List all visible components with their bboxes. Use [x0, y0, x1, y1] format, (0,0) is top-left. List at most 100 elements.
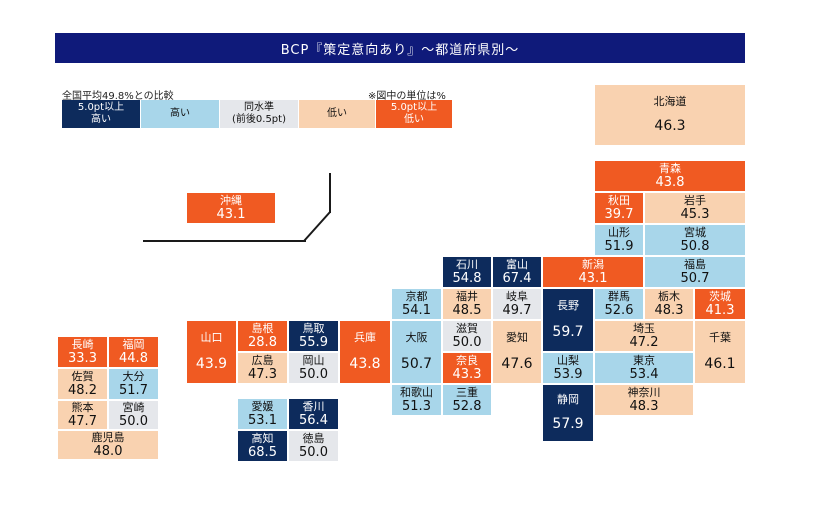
prefecture-name: 新潟 — [582, 258, 604, 271]
okinawa-divider-horizontal — [143, 240, 306, 242]
prefecture-value: 51.9 — [604, 239, 634, 254]
prefecture-tile: 鹿児島 48.0 — [57, 430, 159, 460]
prefecture-value: 48.3 — [629, 399, 659, 414]
prefecture-name: 大分 — [122, 370, 145, 383]
prefecture-name: 熊本 — [71, 401, 94, 414]
prefecture-tile: 高知 68.5 — [237, 430, 288, 462]
prefecture-value: 39.7 — [604, 207, 634, 222]
prefecture-tile: 栃木 48.3 — [644, 288, 694, 320]
prefecture-tile: 広島 47.3 — [237, 352, 288, 384]
prefecture-tile: 岩手 45.3 — [644, 192, 746, 224]
chart-title: BCP『策定意向あり』〜都道府県別〜 — [55, 33, 745, 63]
prefecture-tile: 熊本 47.7 — [57, 400, 108, 430]
prefecture-value: 67.4 — [502, 271, 532, 286]
prefecture-name: 富山 — [506, 258, 528, 271]
prefecture-tile: 岡山 50.0 — [288, 352, 339, 384]
prefecture-value: 46.1 — [704, 355, 736, 372]
prefecture-name: 宮城 — [684, 226, 706, 239]
prefecture-value: 48.0 — [93, 444, 123, 459]
prefecture-value: 41.3 — [705, 303, 735, 318]
prefecture-name: 北海道 — [653, 94, 687, 108]
prefecture-value: 68.5 — [248, 445, 277, 460]
legend-caption: 全国平均49.8%との比較 — [62, 91, 174, 102]
prefecture-value: 43.8 — [655, 175, 685, 190]
prefecture-name: 群馬 — [608, 290, 630, 303]
prefecture-name: 長野 — [557, 299, 579, 313]
prefecture-tile: 奈良 43.3 — [442, 352, 492, 384]
prefecture-tile: 静岡 57.9 — [542, 384, 594, 442]
prefecture-name: 広島 — [251, 354, 274, 367]
prefecture-tile: 香川 56.4 — [288, 398, 339, 430]
prefecture-name: 岐阜 — [506, 290, 528, 303]
prefecture-name: 福島 — [684, 258, 706, 271]
prefecture-value: 50.7 — [680, 271, 710, 286]
prefecture-value: 49.7 — [502, 303, 532, 318]
prefecture-name: 福岡 — [122, 338, 145, 351]
prefecture-tile: 群馬 52.6 — [594, 288, 644, 320]
prefecture-value: 50.8 — [680, 239, 710, 254]
prefecture-name: 栃木 — [658, 290, 680, 303]
prefecture-name: 和歌山 — [400, 386, 433, 399]
prefecture-tile: 山形 51.9 — [594, 224, 644, 256]
prefecture-value: 50.0 — [299, 367, 328, 382]
prefecture-value: 48.2 — [68, 383, 97, 398]
prefecture-tile: 茨城 41.3 — [694, 288, 746, 320]
prefecture-value: 48.5 — [452, 303, 482, 318]
prefecture-value: 50.0 — [299, 445, 328, 460]
prefecture-tile: 鳥取 55.9 — [288, 320, 339, 352]
prefecture-tile: 石川 54.8 — [442, 256, 492, 288]
prefecture-value: 46.3 — [654, 118, 686, 135]
prefecture-tile: 滋賀 50.0 — [442, 320, 492, 352]
prefecture-value: 47.3 — [248, 367, 277, 382]
prefecture-value: 44.8 — [119, 351, 148, 366]
prefecture-tile: 秋田 39.7 — [594, 192, 644, 224]
prefecture-tile: 長崎 33.3 — [57, 336, 108, 368]
prefecture-name: 長崎 — [71, 338, 94, 351]
legend-item: 高い — [141, 100, 219, 128]
prefecture-value: 43.8 — [349, 355, 381, 372]
prefecture-tile: 沖縄 43.1 — [186, 192, 276, 224]
prefecture-tile: 千葉 46.1 — [694, 320, 746, 384]
prefecture-tile: 東京 53.4 — [594, 352, 694, 384]
prefecture-tile: 福岡 44.8 — [108, 336, 159, 368]
prefecture-name: 茨城 — [709, 290, 731, 303]
prefecture-value: 48.3 — [654, 303, 684, 318]
prefecture-tile: 京都 54.1 — [391, 288, 442, 320]
prefecture-tile: 愛媛 53.1 — [237, 398, 288, 430]
prefecture-tile: 山梨 53.9 — [542, 352, 594, 384]
prefecture-name: 愛知 — [506, 331, 528, 345]
prefecture-name: 神奈川 — [627, 386, 661, 399]
prefecture-name: 京都 — [405, 290, 428, 303]
prefecture-tile: 和歌山 51.3 — [391, 384, 442, 416]
prefecture-name: 佐賀 — [71, 370, 94, 383]
prefecture-tile: 岐阜 49.7 — [492, 288, 542, 320]
prefecture-value: 28.8 — [248, 335, 277, 350]
prefecture-name: 秋田 — [608, 194, 630, 207]
prefecture-value: 50.7 — [400, 355, 433, 372]
prefecture-value: 59.7 — [552, 323, 584, 340]
okinawa-divider-vertical — [329, 173, 331, 213]
prefecture-name: 三重 — [456, 386, 478, 399]
prefecture-value: 55.9 — [299, 335, 328, 350]
prefecture-name: 山梨 — [557, 354, 579, 367]
prefecture-value: 43.9 — [195, 355, 228, 372]
prefecture-value: 53.1 — [248, 413, 277, 428]
prefecture-name: 山形 — [608, 226, 630, 239]
prefecture-name: 岡山 — [302, 354, 325, 367]
prefecture-value: 54.8 — [452, 271, 482, 286]
prefecture-tile: 兵庫 43.8 — [339, 320, 391, 384]
prefecture-name: 島根 — [251, 322, 274, 335]
prefecture-value: 57.9 — [552, 415, 584, 432]
prefecture-value: 51.3 — [402, 399, 431, 414]
prefecture-tile: 大分 51.7 — [108, 368, 159, 400]
prefecture-name: 滋賀 — [456, 322, 478, 335]
prefecture-tile: 埼玉 47.2 — [594, 320, 694, 352]
prefecture-tile: 三重 52.8 — [442, 384, 492, 416]
prefecture-tile: 大阪 50.7 — [391, 320, 442, 384]
prefecture-name: 埼玉 — [633, 322, 655, 335]
prefecture-tile: 宮崎 50.0 — [108, 400, 159, 430]
prefecture-name: 奈良 — [456, 354, 478, 367]
prefecture-value: 50.0 — [452, 335, 482, 350]
prefecture-tile: 青森 43.8 — [594, 160, 746, 192]
prefecture-name: 静岡 — [557, 393, 579, 407]
